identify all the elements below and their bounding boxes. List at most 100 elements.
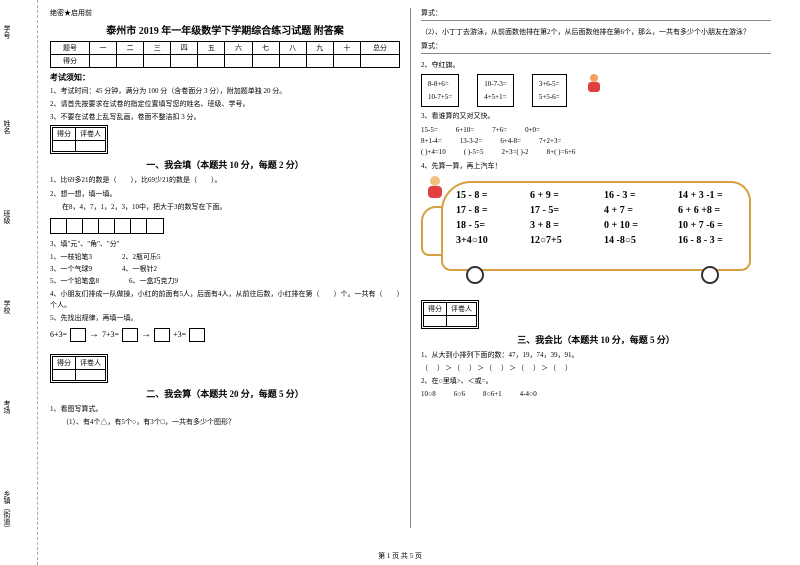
score-label: 得分 <box>53 128 76 141</box>
q1-3b2: 4、一根针2 <box>122 264 157 274</box>
comp-cell: 4-4○0 <box>520 390 537 398</box>
q1-1: 1、比69多21的数是（ ），比69少21的数是（ ）。 <box>50 175 400 186</box>
q1-4: 4、小朋友们排成一队做操，小红的前面有5人，后面有4人，从前往后数，小红排在第（… <box>50 289 400 310</box>
flag-calc: 10-7+5= <box>428 91 452 104</box>
calc-cell: 8+( )=6+6 <box>547 147 576 158</box>
section2-title: 二、我会算（本题共 20 分，每题 5 分） <box>50 387 400 400</box>
calc-cell: 13-3-2= <box>460 136 483 147</box>
flow-box <box>154 328 170 342</box>
bus-cell: 3 + 8 = <box>530 218 592 233</box>
bus-cell: 16 - 3 = <box>604 188 666 203</box>
calc-cell: 8+1-4= <box>421 136 442 147</box>
q2-1a: （1）、有4个△，有5个○，有3个□，一共有多少个图形？ <box>50 417 400 428</box>
q1-2a: 在8，4，7，1，2，3，10中，把大于3的数写在下面。 <box>50 202 400 213</box>
flag-group: 8-8+6=10-7+5= 10-7-3=4+5+1= 3+6-5=5+5-6= <box>421 74 771 107</box>
score-col: 七 <box>252 42 279 55</box>
flag-box: 3+6-5=5+5-6= <box>532 74 567 107</box>
comp-cell: 8○6+1 <box>483 390 502 398</box>
confidential-label: 绝密★启用前 <box>50 8 400 18</box>
calc-cell: 0+0= <box>525 125 540 136</box>
score-col: 三 <box>144 42 171 55</box>
score-table: 题号 一 二 三 四 五 六 七 八 九 十 总分 得分 <box>50 41 400 68</box>
q2-4: 4、先算一算，再上汽车！ <box>421 161 771 172</box>
q1-3a2: 2、2瓶可乐5 <box>122 252 161 262</box>
bind-label-school: 学校 <box>2 300 12 314</box>
flag-calc: 8-8+6= <box>428 78 452 91</box>
flag-box: 8-8+6=10-7+5= <box>421 74 459 107</box>
flag-calc: 5+5-6= <box>539 91 560 104</box>
flag-calc: 3+6-5= <box>539 78 560 91</box>
score-row2: 得分 <box>51 55 90 68</box>
arrow-icon: → <box>141 329 151 340</box>
flag-box: 10-7-3=4+5+1= <box>477 74 514 107</box>
score-label: 得分 <box>424 302 447 315</box>
calc-cell: ( )-5=5 <box>464 147 484 158</box>
binding-margin: 学号 姓名 班级 学校 考场 乡镇（街道） <box>0 0 38 565</box>
q3-seq: （ ）＞（ ）＞（ ）＞（ ）＞（ ） <box>421 363 771 373</box>
calc-label: 算式： <box>421 41 771 54</box>
bus-cell: 3+4○10 <box>456 233 518 248</box>
section-score-box: 得分评卷人 <box>50 354 108 383</box>
bus-cell: 10 + 7 -6 = <box>678 218 740 233</box>
score-col: 八 <box>279 42 306 55</box>
bus-cell: 17 - 5= <box>530 203 592 218</box>
bus-cell: 0 + 10 = <box>604 218 666 233</box>
q2-3: 3、看谁算的又对又快。 <box>421 111 771 122</box>
calc-cell: 6+10= <box>456 125 474 136</box>
bus-cell: 15 - 8 = <box>456 188 518 203</box>
flow-box <box>70 328 86 342</box>
flow-box <box>122 328 138 342</box>
score-col: 题号 <box>51 42 90 55</box>
bind-label-name: 姓名 <box>2 120 12 134</box>
comp-cell: 10○8 <box>421 390 436 398</box>
score-col: 四 <box>171 42 198 55</box>
q1-3a1: 1、一枝铅笔3 <box>50 252 92 262</box>
q1-5: 5、先找出规律，再填一填。 <box>50 313 400 324</box>
page-footer: 第 1 页 共 5 页 <box>0 551 800 561</box>
bus-cell: 14 + 3 -1 = <box>678 188 740 203</box>
q1-3b1: 3、一个气球9 <box>50 264 92 274</box>
right-column: 算式： （2）、小丁丁去游泳，从前面数他排在第2个，从后面数他排在第6个，那么，… <box>411 8 781 540</box>
score-col: 总分 <box>360 42 399 55</box>
bus-cell: 6 + 9 = <box>530 188 592 203</box>
score-col: 二 <box>117 42 144 55</box>
bus-diagram: 15 - 8 = 6 + 9 = 16 - 3 = 14 + 3 -1 = 17 - … <box>421 176 761 296</box>
q3-2: 2、在○里填>、＜或=。 <box>421 376 771 387</box>
flow-box <box>189 328 205 342</box>
flow-chart: 6+3= → 7+3= → +3= <box>50 328 400 342</box>
calc-grid: 15-5=6+10=7+6=0+0= 8+1-4=13-3-2=6+4-8=7+… <box>421 125 771 159</box>
notice-title: 考试须知： <box>50 72 400 83</box>
score-col: 九 <box>306 42 333 55</box>
calc-label: 算式： <box>421 8 771 21</box>
section-score-box: 得分评卷人 <box>50 125 108 154</box>
bus-grid: 15 - 8 = 6 + 9 = 16 - 3 = 14 + 3 -1 = 17 - … <box>456 188 740 248</box>
q2-2: 2、夺红旗。 <box>421 60 771 71</box>
flow-1: 6+3= <box>50 330 67 339</box>
calc-cell: 7+2+3= <box>539 136 561 147</box>
q1-2: 2、想一想，填一填。 <box>50 189 400 200</box>
grader-label: 评卷人 <box>76 356 106 369</box>
q1-3c1: 5、一个铅笔盒8 <box>50 276 99 286</box>
bus-cell: 14 -8○5 <box>604 233 666 248</box>
notice-item: 1、考试时间：45 分钟，满分为 100 分（含卷面分 3 分），附加题单独 2… <box>50 87 400 97</box>
flag-calc: 4+5+1= <box>484 91 507 104</box>
wheel-icon <box>701 266 719 284</box>
bus-cell: 6 + 6 +8 = <box>678 203 740 218</box>
score-col: 十 <box>333 42 360 55</box>
flow-3: +3= <box>173 330 186 339</box>
calc-cell: 7+6= <box>492 125 507 136</box>
score-col: 一 <box>89 42 116 55</box>
notice-item: 2、请首先按要求在试卷的指定位置填写您的姓名、班级、学号。 <box>50 100 400 110</box>
comp-cell: 6○6 <box>454 390 465 398</box>
bind-label-class: 班级 <box>2 210 12 224</box>
grader-label: 评卷人 <box>76 128 106 141</box>
q1-3c2: 6、一盒巧克力9 <box>129 276 178 286</box>
bind-label-room: 考场 <box>2 400 12 414</box>
calc-cell: 6+4-8= <box>500 136 521 147</box>
score-col: 六 <box>225 42 252 55</box>
score-label: 得分 <box>53 356 76 369</box>
page: 绝密★启用前 泰州市 2019 年一年级数学下学期综合练习试题 附答案 题号 一… <box>40 0 800 540</box>
score-col: 五 <box>198 42 225 55</box>
section-score-box: 得分评卷人 <box>421 300 479 329</box>
q2-1: 1、看图写算式。 <box>50 404 400 415</box>
